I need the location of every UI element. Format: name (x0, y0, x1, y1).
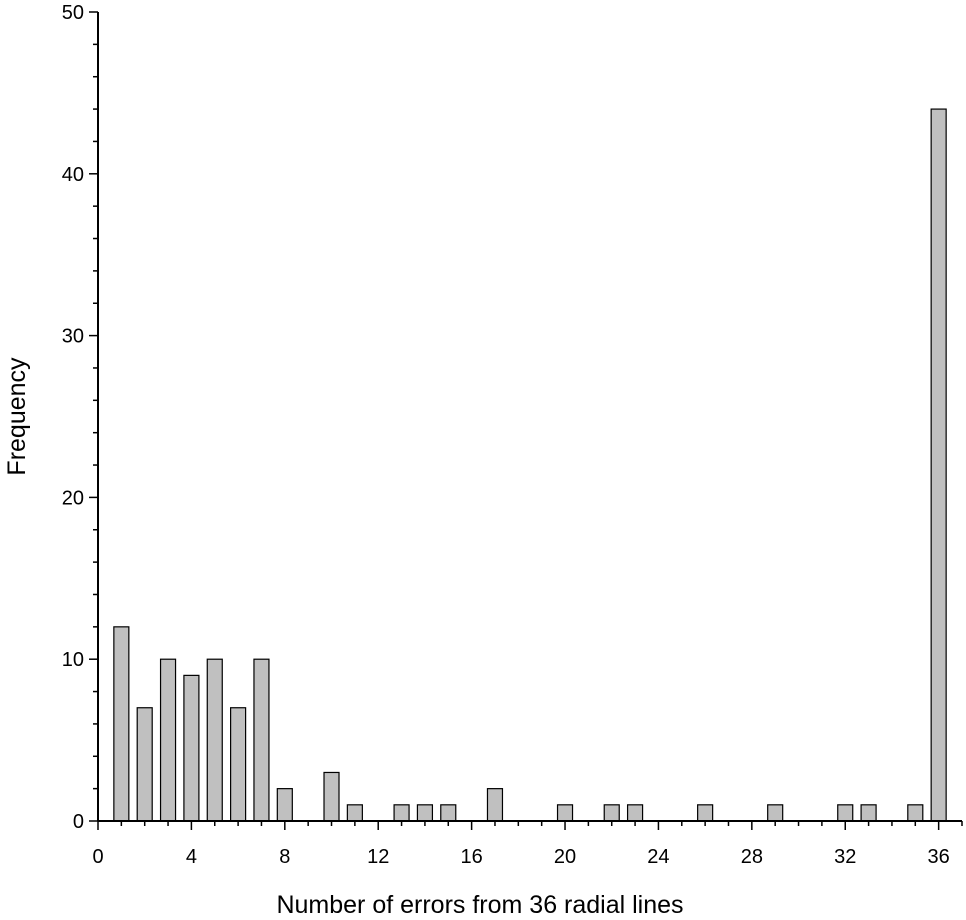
bar-x-36 (930, 108, 947, 822)
bar-x-6 (230, 707, 247, 822)
bar-x-5 (206, 658, 223, 822)
y-tick-label: 10 (62, 649, 84, 671)
bar-x-13 (393, 804, 410, 822)
y-tick-label: 50 (62, 2, 84, 24)
bar-x-15 (440, 804, 457, 822)
x-tick-label: 32 (834, 846, 856, 868)
bar-x-1 (113, 626, 130, 822)
x-axis-title: Number of errors from 36 radial lines (276, 891, 683, 919)
bar-x-2 (136, 707, 153, 822)
x-tick-label: 24 (647, 846, 669, 868)
x-tick-label: 8 (279, 846, 290, 868)
bar-x-26 (697, 804, 714, 822)
bar-x-17 (486, 788, 504, 822)
y-tick-label: 30 (62, 326, 84, 348)
y-tick-label: 0 (73, 811, 84, 833)
bars-layer (113, 108, 947, 822)
x-tick-label: 28 (741, 846, 763, 868)
bar-x-33 (860, 804, 877, 822)
bar-x-22 (603, 804, 620, 822)
bar-x-8 (276, 788, 293, 822)
axes-layer (97, 12, 962, 822)
bar-x-3 (159, 658, 177, 822)
bar-x-7 (253, 658, 270, 822)
y-axis-title: Frequency (3, 357, 31, 476)
bar-x-10 (323, 771, 340, 822)
x-tick-label: 12 (367, 846, 389, 868)
x-tick-label: 4 (186, 846, 197, 868)
bar-x-23 (626, 804, 644, 822)
bar-x-14 (416, 804, 434, 822)
x-tick-label: 16 (460, 846, 482, 868)
x-tick-label: 0 (92, 846, 103, 868)
y-tick-label: 20 (62, 487, 84, 509)
bar-x-4 (183, 674, 200, 822)
x-tick-label: 20 (554, 846, 576, 868)
ticks-layer: 0 4 8 12 16 20 24 28 32 36 0 10 20 30 40 50 (62, 2, 963, 868)
y-tick-label: 40 (62, 164, 84, 186)
x-tick-label: 36 (928, 846, 950, 868)
bar-x-35 (907, 804, 924, 822)
bar-x-11 (346, 804, 363, 822)
bar-x-20 (556, 804, 574, 822)
bar-x-29 (767, 804, 784, 822)
bar-x-32 (837, 804, 854, 822)
